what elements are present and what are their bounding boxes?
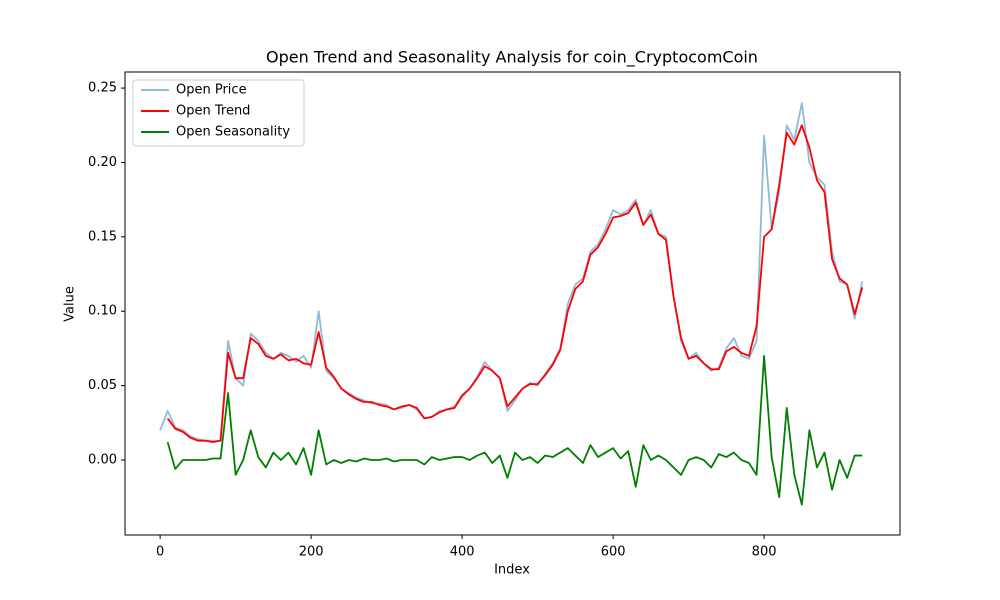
y-tick-label: 0.10 [88,304,117,319]
series-line [166,124,864,444]
series-line [166,354,863,506]
x-tick-label: 0 [156,545,164,560]
x-tick-label: 400 [450,545,475,560]
x-tick-label: 800 [752,545,777,560]
y-tick-label: 0.05 [88,378,117,393]
y-tick-label: 0.25 [88,81,117,96]
y-tick-label: 0.20 [88,155,117,170]
plot-frame [124,71,901,536]
x-axis-label: Index [494,563,530,578]
legend-label: Open Trend [176,104,250,119]
y-axis-label: Value [63,286,78,322]
y-tick-label: 0.00 [88,453,117,468]
legend-label: Open Seasonality [176,125,290,140]
legend-label: Open Price [176,83,247,98]
legend-box [132,79,305,147]
y-tick-label: 0.15 [88,229,117,244]
chart-title: Open Trend and Seasonality Analysis for … [266,48,758,68]
x-tick-label: 200 [299,545,324,560]
x-tick-label: 600 [601,545,626,560]
